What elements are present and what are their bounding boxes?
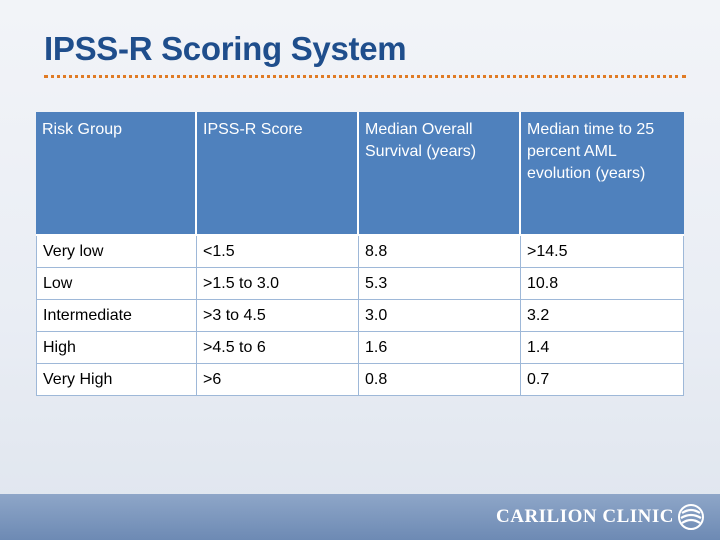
cell-risk-group: High (36, 332, 197, 364)
cell-survival: 8.8 (359, 236, 521, 268)
cell-aml-evolution: >14.5 (521, 236, 684, 268)
cell-survival: 1.6 (359, 332, 521, 364)
cell-aml-evolution: 10.8 (521, 268, 684, 300)
header-median-overall-survival: Median Overall Survival (years) (359, 112, 521, 236)
cell-survival: 5.3 (359, 268, 521, 300)
carilion-clinic-logo-icon (678, 504, 704, 530)
header-median-time-aml-evolution: Median time to 25 percent AML evolution … (521, 112, 684, 236)
table-row: High >4.5 to 6 1.6 1.4 (36, 332, 684, 364)
table-row: Intermediate >3 to 4.5 3.0 3.2 (36, 300, 684, 332)
cell-score: >6 (197, 364, 359, 396)
table-row: Low >1.5 to 3.0 5.3 10.8 (36, 268, 684, 300)
cell-aml-evolution: 0.7 (521, 364, 684, 396)
ipss-r-table: Risk Group IPSS-R Score Median Overall S… (36, 112, 684, 396)
table-row: Very low <1.5 8.8 >14.5 (36, 236, 684, 268)
cell-survival: 0.8 (359, 364, 521, 396)
cell-risk-group: Intermediate (36, 300, 197, 332)
cell-risk-group: Very High (36, 364, 197, 396)
cell-risk-group: Low (36, 268, 197, 300)
cell-score: >4.5 to 6 (197, 332, 359, 364)
brand-name: CARILION CLINIC (496, 506, 674, 527)
table-row: Very High >6 0.8 0.7 (36, 364, 684, 396)
cell-risk-group: Very low (36, 236, 197, 268)
table-container: Risk Group IPSS-R Score Median Overall S… (36, 112, 684, 396)
header-risk-group: Risk Group (36, 112, 197, 236)
slide-title: IPSS-R Scoring System (44, 30, 407, 67)
cell-survival: 3.0 (359, 300, 521, 332)
header-ipss-r-score: IPSS-R Score (197, 112, 359, 236)
cell-aml-evolution: 1.4 (521, 332, 684, 364)
title-divider (44, 75, 686, 78)
table-header-row: Risk Group IPSS-R Score Median Overall S… (36, 112, 684, 236)
cell-aml-evolution: 3.2 (521, 300, 684, 332)
cell-score: <1.5 (197, 236, 359, 268)
cell-score: >3 to 4.5 (197, 300, 359, 332)
cell-score: >1.5 to 3.0 (197, 268, 359, 300)
footer-bar: CARILION CLINIC (0, 494, 720, 540)
